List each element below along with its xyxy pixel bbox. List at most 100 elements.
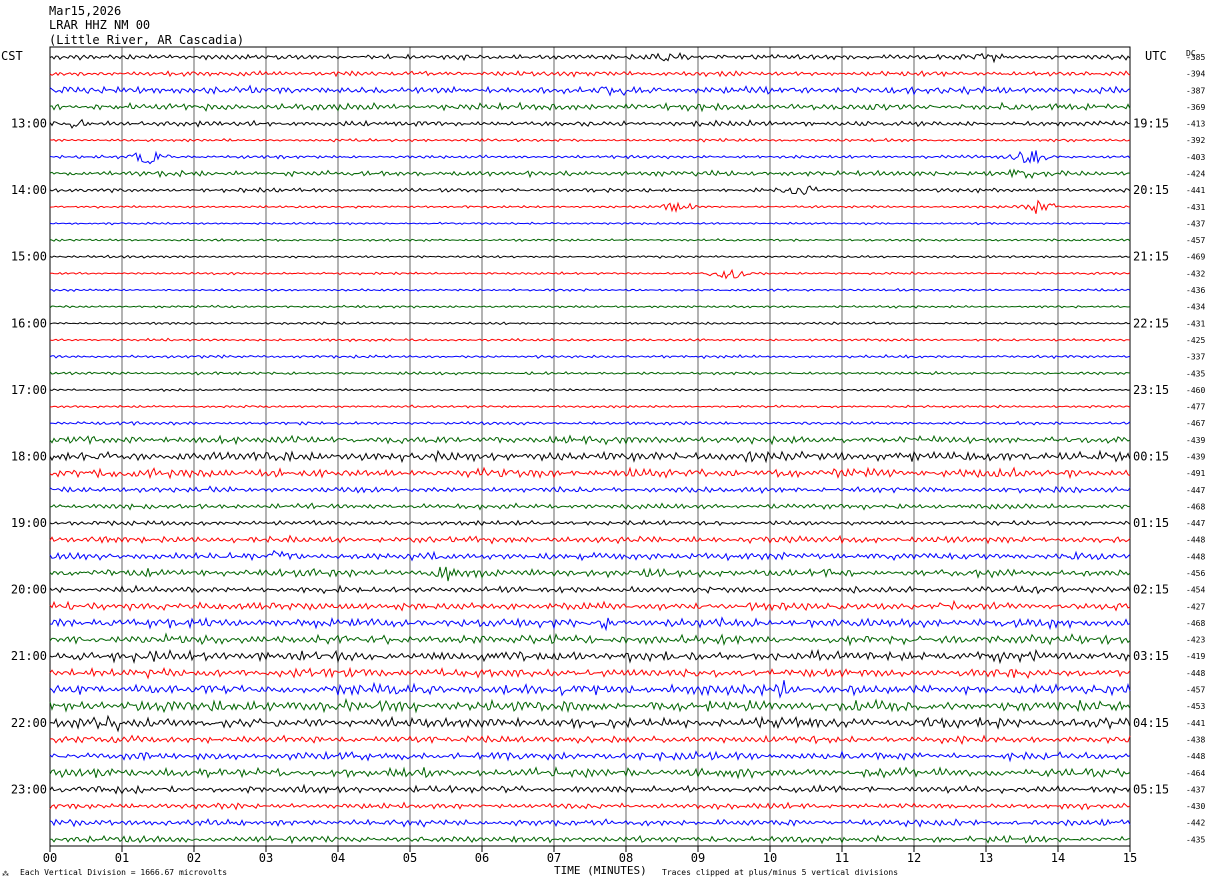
x-tick-label: 08 — [619, 851, 633, 865]
x-tick-label: 00 — [43, 851, 57, 865]
dc-offset-label: -385 — [1186, 53, 1205, 62]
trace-row-28 — [49, 519, 1131, 527]
trace-row-8 — [49, 185, 1131, 196]
dc-offset-label: -435 — [1186, 835, 1205, 844]
x-tick-label: 14 — [1051, 851, 1065, 865]
dc-offset-label: -392 — [1186, 136, 1205, 145]
x-tick-label: 11 — [835, 851, 849, 865]
dc-offset-label: -337 — [1186, 353, 1205, 362]
right-time-label: 23:15 — [1133, 383, 1169, 397]
x-axis-label: TIME (MINUTES) — [554, 864, 647, 877]
trace-row-24 — [49, 449, 1131, 464]
left-time-label: 17:00 — [11, 383, 47, 397]
dc-offset-label: -441 — [1186, 719, 1205, 728]
trace-row-5 — [49, 137, 1131, 143]
dc-offset-label: -403 — [1186, 153, 1205, 162]
trace-row-15 — [49, 304, 1131, 309]
x-tick-label: 06 — [475, 851, 489, 865]
trace-row-6 — [49, 150, 1131, 165]
dc-offset-label: -468 — [1186, 619, 1205, 628]
x-tick-label: 04 — [331, 851, 345, 865]
trace-row-30 — [49, 549, 1131, 562]
left-time-label: 18:00 — [11, 449, 47, 463]
x-tick-label: 03 — [259, 851, 273, 865]
trace-row-1 — [49, 69, 1131, 78]
x-tick-label: 02 — [187, 851, 201, 865]
trace-row-26 — [49, 485, 1131, 494]
dc-offset-label: -457 — [1186, 686, 1205, 695]
dc-offset-label: -447 — [1186, 519, 1205, 528]
dc-offset-label: -427 — [1186, 602, 1205, 611]
trace-row-23 — [49, 434, 1131, 446]
trace-row-29 — [49, 534, 1131, 545]
trace-row-21 — [50, 404, 1131, 409]
trace-row-33 — [49, 599, 1131, 612]
dc-offset-label: -491 — [1186, 469, 1205, 478]
trace-row-25 — [49, 466, 1131, 480]
right-time-label: 03:15 — [1133, 649, 1169, 663]
left-time-label: 13:00 — [11, 117, 47, 131]
trace-row-16 — [49, 321, 1131, 326]
trace-row-32 — [49, 584, 1131, 595]
x-tick-label: 15 — [1123, 851, 1137, 865]
trace-row-43 — [49, 766, 1131, 780]
trace-row-4 — [49, 118, 1131, 129]
station-date: Mar15,2026 — [49, 4, 122, 18]
trace-row-18 — [49, 354, 1131, 360]
trace-row-40 — [49, 714, 1131, 733]
trace-row-3 — [49, 101, 1131, 113]
station-code: LRAR HHZ NM 00 — [49, 18, 151, 32]
trace-row-13 — [49, 268, 1131, 280]
left-time-label: 19:00 — [11, 516, 47, 530]
dc-offset-label: -448 — [1186, 536, 1205, 545]
dc-offset-label: -442 — [1186, 819, 1205, 828]
trace-row-11 — [49, 238, 1131, 243]
dc-offset-label: -454 — [1186, 586, 1205, 595]
trace-row-37 — [49, 666, 1131, 680]
dc-label: DC — [1186, 49, 1196, 58]
x-tick-label: 05 — [403, 851, 417, 865]
dc-offset-label: -439 — [1186, 436, 1205, 445]
dc-offset-label: -387 — [1186, 86, 1205, 95]
dc-offset-label: -448 — [1186, 552, 1205, 561]
dc-offset-label: -469 — [1186, 253, 1205, 262]
x-tick-label: 07 — [547, 851, 561, 865]
dc-offset-label: -423 — [1186, 636, 1205, 645]
right-time-label: 04:15 — [1133, 716, 1169, 730]
dc-offset-label: -435 — [1186, 369, 1205, 378]
dc-offset-label: -425 — [1186, 336, 1205, 345]
dc-offset-label: -436 — [1186, 286, 1205, 295]
trace-row-9 — [49, 199, 1131, 214]
left-time-label: 20:00 — [11, 583, 47, 597]
trace-row-38 — [49, 680, 1131, 699]
trace-row-34 — [49, 616, 1131, 632]
trace-row-35 — [49, 632, 1131, 647]
right-time-label: 20:15 — [1133, 183, 1169, 197]
left-time-label: 14:00 — [11, 183, 47, 197]
trace-row-22 — [49, 420, 1131, 426]
trace-row-46 — [49, 818, 1131, 828]
trace-row-20 — [49, 387, 1131, 393]
dc-offset-label: -448 — [1186, 669, 1205, 678]
trace-row-45 — [49, 801, 1131, 811]
corner-mark: ⁂ — [2, 870, 9, 878]
left-time-label: 16:00 — [11, 316, 47, 330]
trace-row-7 — [49, 168, 1131, 180]
station-location: (Little River, AR Cascadia) — [49, 33, 245, 47]
trace-row-39 — [49, 697, 1131, 714]
dc-offset-label: -477 — [1186, 403, 1205, 412]
dc-offset-label: -441 — [1186, 186, 1205, 195]
right-time-label: 00:15 — [1133, 449, 1169, 463]
dc-offset-label: -460 — [1186, 386, 1205, 395]
trace-row-47 — [50, 834, 1131, 845]
dc-offset-label: -394 — [1186, 70, 1205, 79]
right-time-label: 02:15 — [1133, 583, 1169, 597]
right-time-label: 01:15 — [1133, 516, 1169, 530]
trace-row-36 — [49, 648, 1131, 665]
trace-row-41 — [49, 734, 1131, 745]
timezone-right: UTC — [1145, 49, 1167, 63]
trace-row-19 — [49, 370, 1131, 376]
dc-offset-label: -424 — [1186, 170, 1205, 179]
x-tick-label: 09 — [691, 851, 705, 865]
left-time-label: 22:00 — [11, 716, 47, 730]
